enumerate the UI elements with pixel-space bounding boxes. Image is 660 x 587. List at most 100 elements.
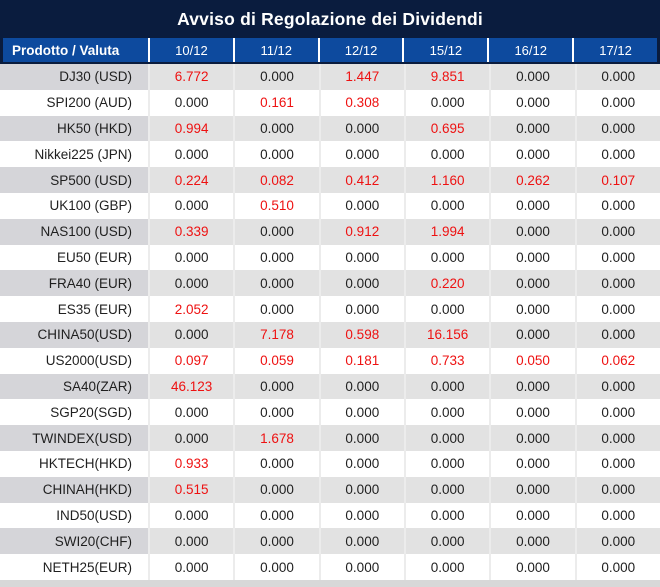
product-label: NETH25(EUR) <box>42 559 132 575</box>
dividend-value-cell: 6.772 <box>148 64 233 90</box>
product-label: TWINDEX(USD) <box>0 425 148 451</box>
dividend-value-cell: 0.000 <box>489 528 574 555</box>
dividend-value-cell: 16.156 <box>403 321 489 348</box>
dividend-value-cell: 0.224 <box>148 167 233 193</box>
dividend-value-cell: 0.220 <box>403 270 489 297</box>
dividend-value-cell: 0.000 <box>489 89 574 116</box>
dividend-value-cell: 0.000 <box>148 192 233 219</box>
dividend-value-cell: 0.000 <box>318 296 404 322</box>
dividend-value-cell: 0.000 <box>148 270 233 297</box>
dividend-value-cell: 0.000 <box>403 502 489 529</box>
table-row: SP500 (USD) 0.224 0.082 0.412 1.160 0.262 0.10… <box>0 167 660 193</box>
product-label: CHINA50(USD) <box>0 321 148 348</box>
dividend-value-cell: 0.000 <box>574 296 660 322</box>
dividend-value-cell: 0.412 <box>318 167 404 193</box>
dividend-value-cell: 0.000 <box>318 244 404 271</box>
dividend-value-cell: 0.000 <box>403 450 489 477</box>
dividend-value-cell: 0.000 <box>489 373 574 400</box>
dividend-value-cell: 0.515 <box>148 476 233 503</box>
dividend-value-cell: 0.000 <box>403 141 489 168</box>
dividend-value-cell: 0.000 <box>233 64 318 90</box>
dividend-value-cell: 0.262 <box>489 167 574 193</box>
dividend-value-cell: 0.000 <box>233 450 318 477</box>
dividend-value-cell: 0.000 <box>148 399 233 426</box>
table-title: Avviso di Regolazione dei Dividendi <box>0 0 660 38</box>
dividend-value-cell: 0.000 <box>318 425 404 451</box>
dividend-value-cell: 7.178 <box>233 321 318 348</box>
table-row: HK50 (HKD) 0.994 0.000 0.000 0.695 0.000 0.000 <box>0 115 660 142</box>
dividend-value-cell: 0.000 <box>318 502 404 529</box>
dividend-value-cell: 0.059 <box>233 347 318 374</box>
dividend-value-cell: 0.000 <box>574 476 660 503</box>
dividend-value-cell: 0.000 <box>489 296 574 322</box>
dividend-value-cell: 0.000 <box>489 270 574 297</box>
dividend-value-cell: 0.000 <box>318 528 404 555</box>
product-label: NAS100 (USD) <box>0 218 148 245</box>
dividend-value-cell: 0.000 <box>489 218 574 245</box>
dividend-value-cell: 0.000 <box>233 244 318 271</box>
dividend-value-cell: 0.000 <box>489 554 574 580</box>
product-label: FRA40 (EUR) <box>0 270 148 297</box>
dividend-value-cell: 0.000 <box>148 141 233 168</box>
product-label: Nikkei225 (JPN) <box>34 146 132 162</box>
dividend-value-cell: 0.000 <box>574 115 660 142</box>
dividend-value-cell: 0.000 <box>403 192 489 219</box>
dividend-value-cell: 0.000 <box>318 270 404 297</box>
product-label: SGP20(SGD) <box>50 404 132 420</box>
dividend-value-cell: 0.000 <box>233 296 318 322</box>
dividend-value-cell: 0.000 <box>403 244 489 271</box>
dividend-value-cell: 0.000 <box>148 425 233 451</box>
dividend-value-cell: 0.000 <box>403 373 489 400</box>
column-header-date: 17/12 <box>572 38 657 62</box>
dividend-value-cell: 0.000 <box>233 476 318 503</box>
dividend-value-cell: 0.000 <box>574 89 660 116</box>
table-row: SA40(ZAR) 46.123 0.000 0.000 0.000 0.000 0.000 <box>0 373 660 400</box>
column-header-date: 15/12 <box>402 38 488 62</box>
dividend-value-cell: 0.000 <box>574 270 660 297</box>
dividend-value-cell: 0.000 <box>574 321 660 348</box>
dividend-value-cell: 0.000 <box>148 528 233 555</box>
footer-strip <box>0 579 660 587</box>
dividend-value-cell: 0.000 <box>489 244 574 271</box>
dividend-value-cell: 0.000 <box>489 502 574 529</box>
dividend-value-cell: 0.062 <box>574 347 660 374</box>
dividend-value-cell: 0.000 <box>489 141 574 168</box>
dividend-value-cell: 46.123 <box>148 373 233 400</box>
dividend-value-cell: 0.000 <box>574 425 660 451</box>
dividend-value-cell: 0.912 <box>318 218 404 245</box>
dividend-value-cell: 0.107 <box>574 167 660 193</box>
product-label: ES35 (EUR) <box>57 301 132 317</box>
dividend-value-cell: 0.000 <box>574 218 660 245</box>
dividend-value-cell: 0.000 <box>489 476 574 503</box>
dividend-value-cell: 0.000 <box>574 554 660 580</box>
dividend-value-cell: 0.000 <box>318 450 404 477</box>
table-row: HKTECH(HKD) 0.933 0.000 0.000 0.000 0.000 0.00… <box>0 450 660 477</box>
product-label: IND50(USD) <box>56 507 132 523</box>
dividend-value-cell: 0.000 <box>233 528 318 555</box>
dividend-value-cell: 0.000 <box>318 192 404 219</box>
dividend-value-cell: 0.933 <box>148 450 233 477</box>
dividend-value-cell: 0.000 <box>233 502 318 529</box>
table-row: ES35 (EUR) 2.052 0.000 0.000 0.000 0.000 0.000 <box>0 296 660 322</box>
dividend-value-cell: 0.994 <box>148 115 233 142</box>
dividend-value-cell: 0.000 <box>318 115 404 142</box>
product-label: HKTECH(HKD) <box>39 456 132 472</box>
column-header-date: 12/12 <box>317 38 403 62</box>
dividend-value-cell: 0.000 <box>233 270 318 297</box>
product-label: SP500 (USD) <box>0 167 148 193</box>
dividend-value-cell: 0.510 <box>233 192 318 219</box>
dividend-value-cell: 0.000 <box>489 450 574 477</box>
table-header-row: Prodotto / Valuta 10/12 11/12 12/12 15/12 16… <box>0 38 660 64</box>
dividend-value-cell: 0.000 <box>233 373 318 400</box>
dividend-value-cell: 0.000 <box>403 476 489 503</box>
dividend-value-cell: 0.000 <box>403 528 489 555</box>
dividend-value-cell: 0.000 <box>318 399 404 426</box>
column-header-date: 16/12 <box>487 38 573 62</box>
dividend-value-cell: 0.000 <box>574 192 660 219</box>
product-label: SWI20(CHF) <box>0 528 148 555</box>
table-row: FRA40 (EUR) 0.000 0.000 0.000 0.220 0.000 0.00… <box>0 270 660 297</box>
dividend-value-cell: 0.000 <box>574 399 660 426</box>
table-row: TWINDEX(USD) 0.000 1.678 0.000 0.000 0.000 0.0… <box>0 425 660 451</box>
table-row: NETH25(EUR) 0.000 0.000 0.000 0.000 0.000 0.00… <box>0 554 660 580</box>
dividend-value-cell: 0.695 <box>403 115 489 142</box>
